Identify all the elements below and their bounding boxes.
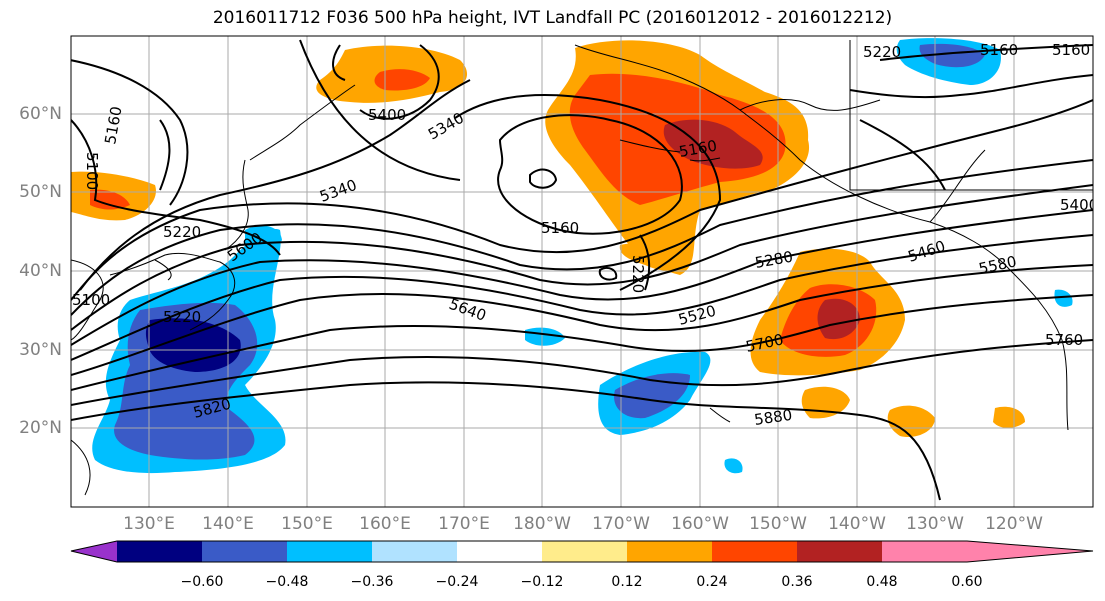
ivt-negative-shading	[92, 38, 1073, 474]
colorbar-segment	[202, 541, 287, 562]
colorbar-tick: 0.60	[951, 574, 983, 590]
lon-label: 150°E	[281, 514, 333, 534]
graticule	[71, 36, 1093, 507]
colorbar-segment	[542, 541, 627, 562]
colorbar	[70, 540, 1094, 563]
contour-label: 5400	[368, 106, 406, 124]
contour-label: 5220	[163, 308, 201, 326]
colorbar-tick: −0.48	[265, 574, 309, 590]
colorbar-extend-low	[71, 541, 117, 562]
lon-label: 160°E	[359, 514, 411, 534]
colorbar-segment	[882, 541, 967, 562]
lat-label: 60°N	[19, 104, 62, 124]
lon-label: 130°W	[906, 514, 964, 534]
colorbar-tick: 0.24	[696, 574, 728, 590]
contour-label: 5220	[863, 43, 901, 61]
lon-label: 140°W	[828, 514, 886, 534]
contour-label: 5400	[1060, 196, 1098, 214]
contour-label: 5160	[541, 219, 579, 237]
colorbar-tick: −0.24	[435, 574, 479, 590]
map-title: 2016011712 F036 500 hPa height, IVT Land…	[212, 8, 893, 28]
colorbar-tick: 0.36	[781, 574, 813, 590]
colorbar-tick: 0.12	[611, 574, 643, 590]
colorbar-segment	[627, 541, 712, 562]
colorbar-segment	[797, 541, 882, 562]
colorbar-tick: −0.60	[180, 574, 224, 590]
lon-label: 160°W	[671, 514, 729, 534]
colorbar-segment	[287, 541, 372, 562]
contour-label: 5880	[753, 406, 793, 429]
contour-label: 5160	[1052, 41, 1090, 59]
colorbar-segment	[712, 541, 797, 562]
lon-label: 170°E	[438, 514, 490, 534]
ivt-positive-shading	[71, 40, 1025, 438]
lon-label: 150°W	[749, 514, 807, 534]
contour-label: 5760	[1045, 331, 1083, 349]
contour-label: 5220	[629, 255, 647, 293]
height-contours	[71, 39, 1093, 501]
coastlines	[71, 40, 1093, 496]
lat-label: 30°N	[19, 340, 62, 360]
map-frame	[70, 35, 1094, 508]
lon-label: 140°E	[202, 514, 254, 534]
contour-label: 5100	[72, 291, 110, 309]
colorbar-extend-high	[967, 541, 1093, 562]
lon-label: 130°E	[123, 514, 175, 534]
contour-label: 5160	[980, 41, 1018, 59]
lat-label: 20°N	[19, 418, 62, 438]
colorbar-segment	[457, 541, 542, 562]
lat-label: 40°N	[19, 261, 62, 281]
lat-label: 50°N	[19, 182, 62, 202]
colorbar-tick: −0.36	[350, 574, 394, 590]
contour-label: 5100	[83, 152, 101, 190]
colorbar-segment	[117, 541, 202, 562]
colorbar-tick: 0.48	[866, 574, 898, 590]
contour-label: 5220	[163, 223, 201, 241]
colorbar-segment	[372, 541, 457, 562]
lon-label: 120°W	[985, 514, 1043, 534]
lon-label: 170°W	[592, 514, 650, 534]
colorbar-tick: −0.12	[520, 574, 564, 590]
lon-label: 180°W	[513, 514, 571, 534]
